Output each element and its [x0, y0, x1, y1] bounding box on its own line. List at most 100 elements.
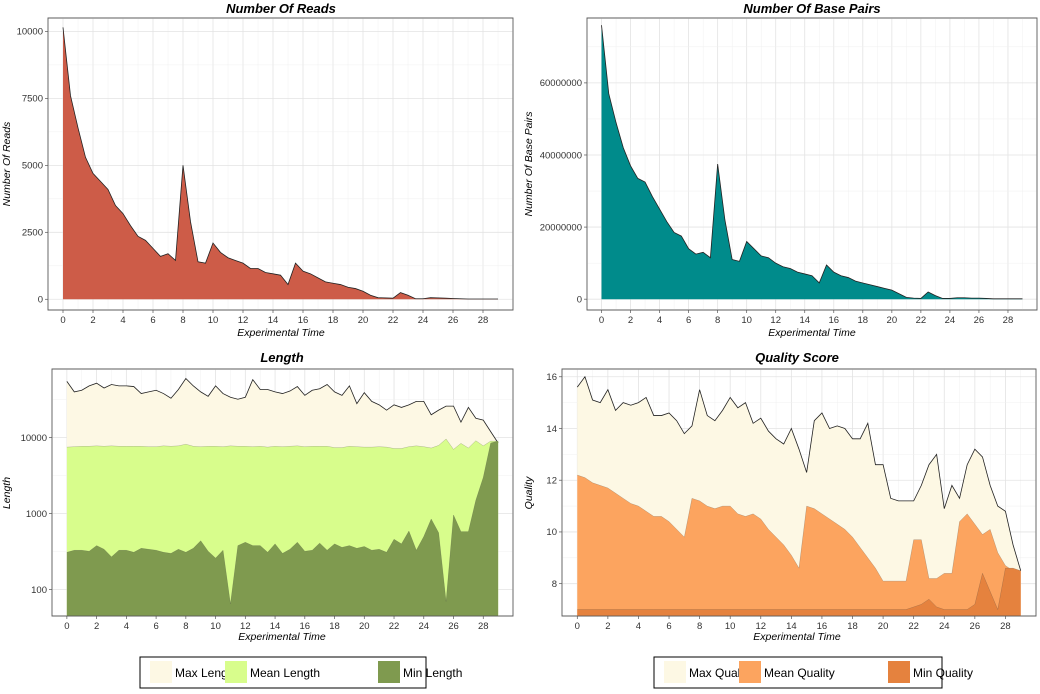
x-tick-label: 22	[389, 621, 400, 632]
min-length-line	[66, 440, 499, 604]
x-tick-label: 24	[418, 315, 429, 326]
quality-series	[576, 375, 1022, 616]
x-tick-label: 20	[878, 621, 889, 632]
x-tick-label: 8	[697, 621, 702, 632]
x-tick-label: 18	[858, 315, 869, 326]
x-tick-label: 26	[970, 621, 981, 632]
length-y-label: Length	[1, 477, 13, 509]
x-tick-label: 2	[605, 621, 610, 632]
x-tick-label: 4	[124, 621, 129, 632]
x-tick-label: 22	[908, 621, 919, 632]
x-tick-label: 26	[448, 315, 459, 326]
x-tick-label: 22	[388, 315, 399, 326]
panel-number-of-base-pairs: Number Of Base Pairs 0 2 4 6 8 10 12 14 16 18 20 22…	[523, 1, 1038, 339]
y-tick-label: 0	[577, 294, 582, 305]
x-tick-label: 16	[298, 315, 309, 326]
x-tick-label: 8	[715, 315, 720, 326]
legend-label-mean-length: Mean Length	[250, 666, 320, 680]
x-tick-label: 6	[666, 621, 671, 632]
quality-y-ticks: 8 10 12 14 16	[546, 372, 562, 590]
x-tick-label: 24	[945, 315, 956, 326]
y-tick-label: 0	[38, 295, 43, 306]
reads-x-ticks: 0 2 4 6 8 10 12 14 16 18 20 22 24 26 28	[60, 310, 488, 326]
x-tick-label: 22	[916, 315, 927, 326]
x-tick-label: 0	[60, 315, 65, 326]
x-tick-label: 18	[328, 315, 339, 326]
x-tick-label: 6	[150, 315, 155, 326]
y-tick-label: 16	[546, 372, 557, 383]
length-x-ticks: 0 2 4 6 8 10 12 14 16 18 20 22 24 26 28	[64, 616, 489, 632]
max-quality-line	[576, 375, 1022, 571]
legend-label-max-quality: Max Quality	[689, 666, 752, 680]
x-tick-label: 6	[153, 621, 158, 632]
length-title: Length	[260, 350, 303, 365]
x-tick-label: 18	[329, 621, 340, 632]
x-tick-label: 28	[478, 315, 489, 326]
y-tick-label: 14	[546, 424, 557, 435]
number-of-base-pairs-area	[601, 25, 1023, 300]
x-tick-label: 20	[359, 621, 370, 632]
legend-label-mean-quality: Mean Quality	[764, 666, 835, 680]
x-tick-label: 12	[770, 315, 781, 326]
y-tick-label: 10000	[17, 27, 43, 38]
x-tick-label: 8	[180, 315, 185, 326]
x-tick-label: 0	[599, 315, 604, 326]
y-tick-label: 100	[31, 585, 47, 596]
x-tick-label: 20	[358, 315, 369, 326]
legend-label-max-length: Max Length	[175, 666, 238, 680]
min-quality-line	[577, 567, 1021, 611]
x-tick-label: 14	[268, 315, 279, 326]
y-tick-label: 8	[552, 579, 557, 590]
quality-x-label: Experimental Time	[753, 631, 841, 643]
x-tick-label: 20	[887, 315, 898, 326]
y-tick-label: 10	[546, 527, 557, 538]
x-tick-label: 26	[974, 315, 985, 326]
number-of-reads-line	[62, 27, 498, 300]
x-tick-label: 6	[686, 315, 691, 326]
x-tick-label: 18	[847, 621, 858, 632]
x-tick-label: 2	[94, 621, 99, 632]
x-tick-label: 10	[208, 315, 219, 326]
bases-series	[601, 25, 1023, 300]
quality-title: Quality Score	[755, 350, 839, 365]
y-tick-label: 10000	[21, 433, 47, 444]
legend-swatch-mean-quality	[739, 661, 761, 683]
x-tick-label: 14	[799, 315, 810, 326]
x-tick-label: 10	[741, 315, 752, 326]
mean-quality-line	[577, 474, 1021, 582]
x-tick-label: 28	[1003, 315, 1014, 326]
length-x-label: Experimental Time	[238, 631, 326, 643]
length-plot-border	[51, 368, 514, 617]
legend-swatch-min-length	[378, 661, 400, 683]
bases-title: Number Of Base Pairs	[743, 1, 880, 16]
reads-title: Number Of Reads	[226, 1, 336, 16]
quality-x-ticks: 0 2 4 6 8 10 12 14 16 18 20 22 24 26 28	[575, 616, 1011, 632]
y-tick-label: 60000000	[540, 78, 582, 89]
length-series	[66, 377, 499, 616]
x-tick-label: 12	[240, 621, 251, 632]
mean-quality-area	[577, 475, 1021, 616]
x-tick-label: 8	[183, 621, 188, 632]
y-tick-label: 5000	[22, 161, 43, 172]
min-length-area	[66, 441, 499, 616]
x-tick-label: 14	[270, 621, 281, 632]
y-tick-label: 12	[546, 476, 557, 487]
mean-length-line	[66, 438, 499, 450]
bases-y-ticks: 0 20000000 40000000 60000000	[540, 78, 587, 305]
x-tick-label: 12	[755, 621, 766, 632]
x-tick-label: 4	[120, 315, 125, 326]
reads-y-label: Number Of Reads	[1, 121, 13, 206]
x-tick-label: 0	[64, 621, 69, 632]
x-tick-label: 26	[448, 621, 459, 632]
x-tick-label: 24	[418, 621, 429, 632]
legend-swatch-max-length	[150, 661, 172, 683]
x-tick-label: 28	[478, 621, 489, 632]
legend-label-min-length: Min Length	[403, 666, 462, 680]
x-tick-label: 14	[786, 621, 797, 632]
x-tick-label: 16	[817, 621, 828, 632]
x-tick-label: 24	[939, 621, 950, 632]
x-tick-label: 0	[575, 621, 580, 632]
x-tick-label: 10	[210, 621, 221, 632]
panel-number-of-reads: Number Of Reads 0 2 4 6 8 10 12 14 16 18 20 22 24 26 2…	[1, 1, 514, 339]
legend-swatch-min-quality	[888, 661, 910, 683]
